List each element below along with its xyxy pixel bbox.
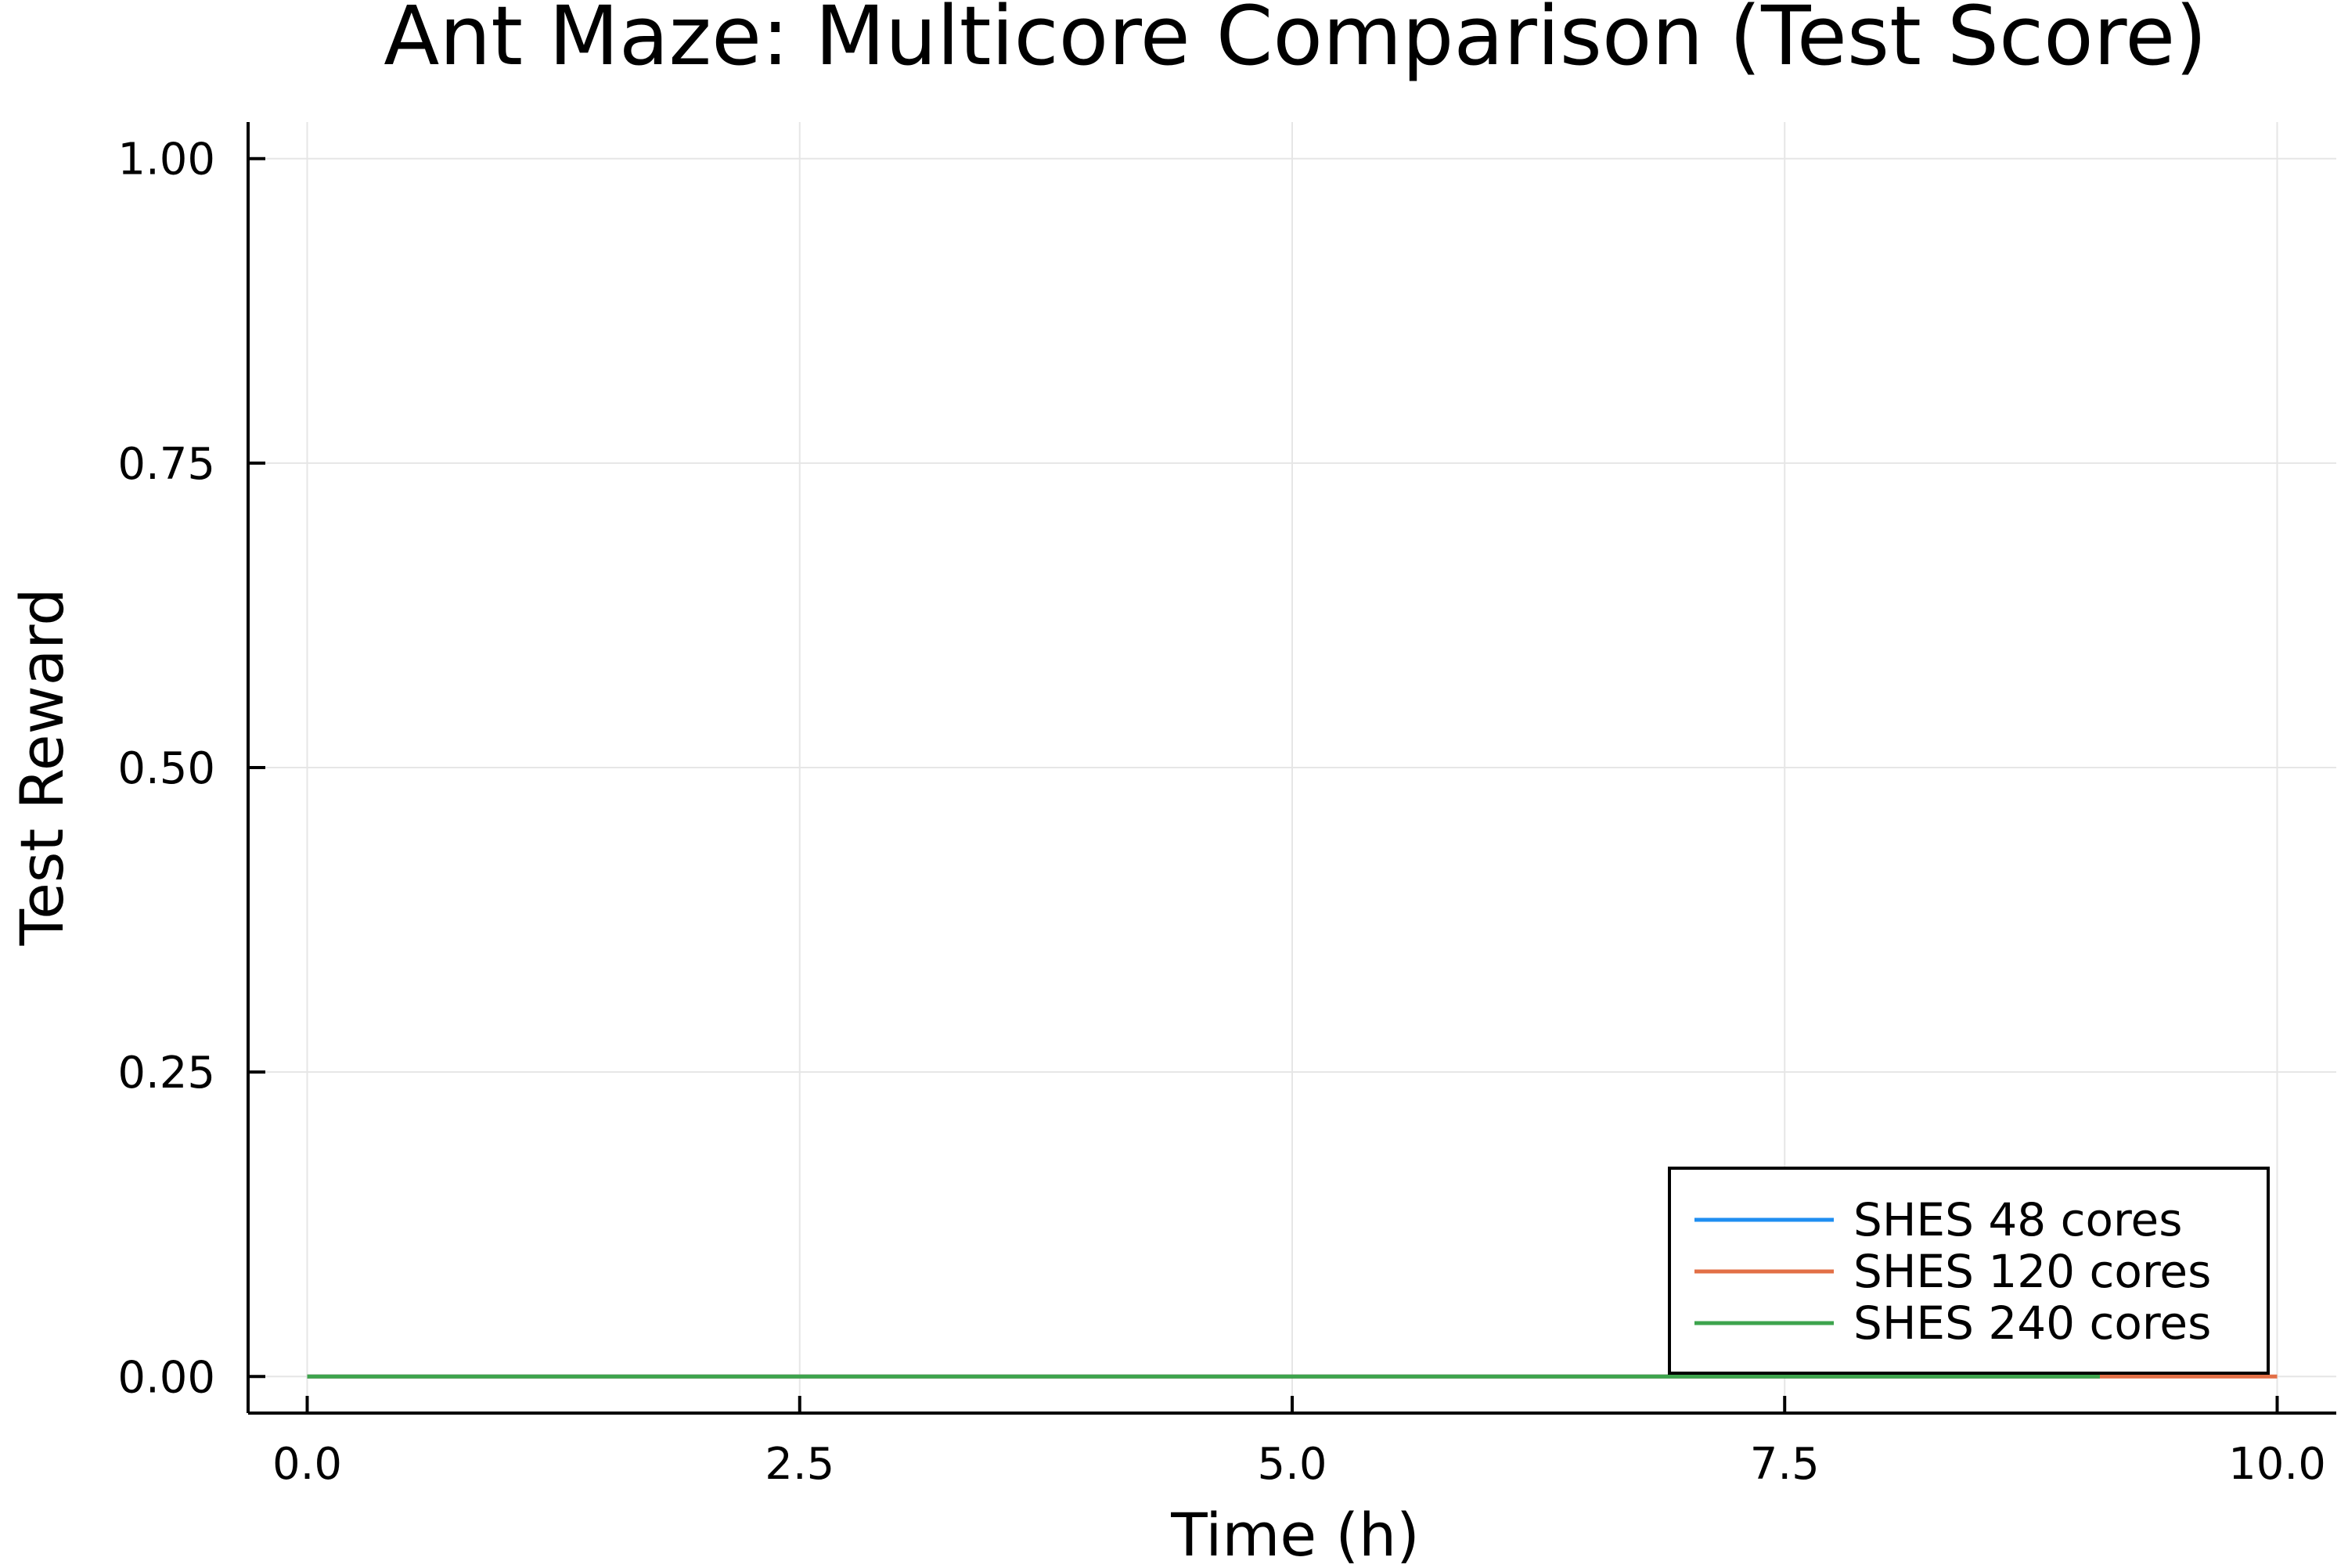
x-tick-label: 10.0 — [2228, 1439, 2326, 1490]
y-tick-label: 0.00 — [117, 1352, 215, 1403]
x-tick-label: 2.5 — [765, 1439, 834, 1490]
legend-label: SHES 48 cores — [1853, 1193, 2182, 1246]
x-tick-label: 7.5 — [1750, 1439, 1820, 1490]
x-tick-label: 5.0 — [1257, 1439, 1327, 1490]
y-tick-label: 0.25 — [117, 1048, 215, 1099]
y-axis-label: Test Reward — [7, 588, 77, 947]
legend-label: SHES 120 cores — [1853, 1245, 2211, 1298]
y-tick-label: 0.50 — [117, 743, 215, 794]
legend-label: SHES 240 cores — [1853, 1296, 2211, 1350]
y-tick-label: 1.00 — [117, 135, 215, 185]
y-tick-label: 0.75 — [117, 439, 215, 490]
chart-title: Ant Maze: Multicore Comparison (Test Sco… — [384, 0, 2207, 84]
tick-labels: 0.0 2.5 5.0 7.5 10.0 0.00 0.25 0.50 0.75 1.00 — [117, 135, 2326, 1490]
axes — [247, 122, 2336, 1415]
x-axis-label: Time (h) — [1170, 1500, 1420, 1565]
x-tick-label: 0.0 — [272, 1439, 342, 1490]
